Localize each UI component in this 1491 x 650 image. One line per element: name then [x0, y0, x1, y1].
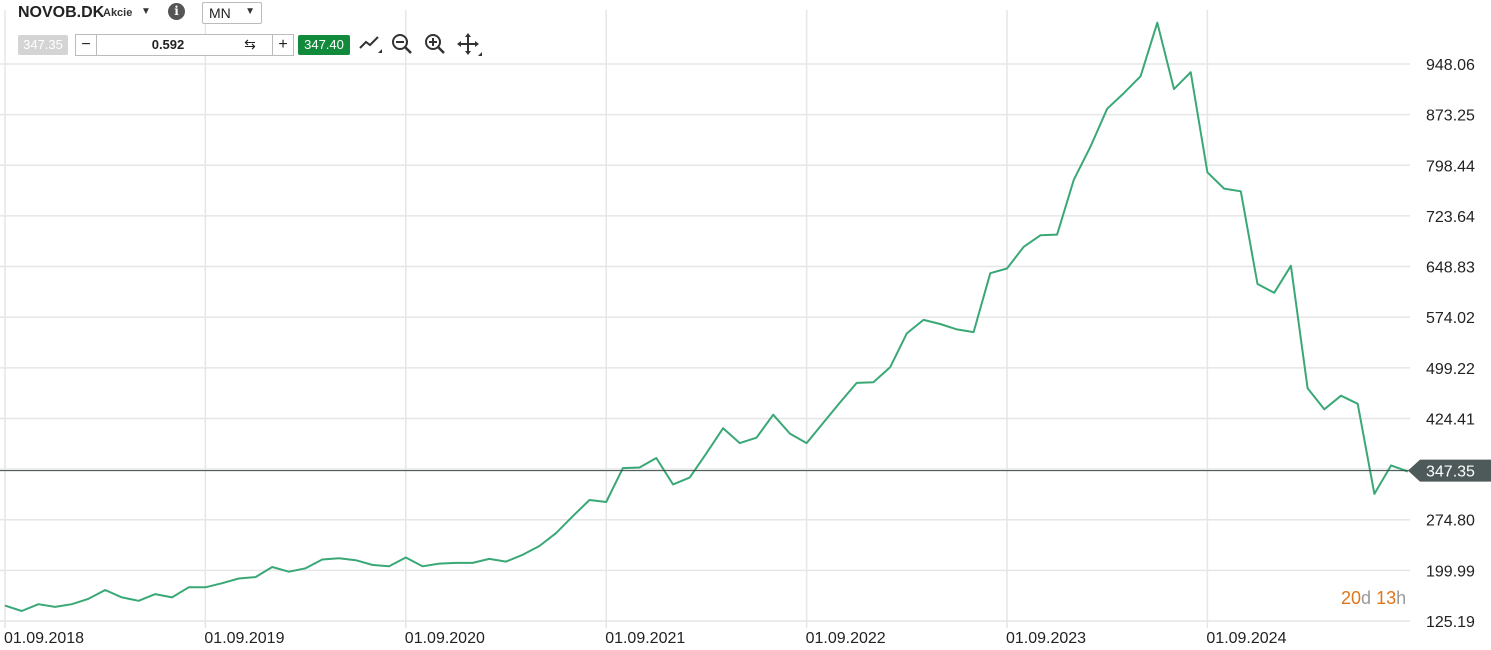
countdown-hours-unit: h: [1396, 588, 1407, 608]
current-price-tag: [1408, 459, 1491, 482]
y-tick-label: 873.25: [1426, 108, 1475, 125]
y-tick-label: 499.22: [1426, 361, 1475, 378]
bid-price[interactable]: 347.35: [18, 35, 68, 55]
x-tick-label: 01.09.2020: [405, 630, 485, 647]
quantity-input[interactable]: 0.592: [151, 37, 185, 52]
countdown-days: 20: [1341, 588, 1362, 608]
y-tick-label: 723.64: [1426, 209, 1475, 226]
info-icon[interactable]: i: [168, 3, 185, 20]
y-tick-label: 648.83: [1426, 260, 1475, 277]
increment-button[interactable]: +: [272, 35, 293, 55]
countdown-hours: 13: [1376, 588, 1397, 608]
ask-price[interactable]: 347.40: [298, 35, 350, 55]
y-axis: 948.06 873.25 798.44 723.64 648.83 574.02 499.…: [1426, 57, 1475, 631]
y-tick-label: 125.19: [1426, 614, 1475, 631]
price-series-line: [4, 21, 1409, 612]
x-tick-label: 01.09.2018: [4, 630, 84, 647]
x-tick-label: 01.09.2023: [1006, 630, 1086, 647]
countdown-days-unit: d: [1361, 588, 1372, 608]
symbol-name[interactable]: NOVOB.DK: [18, 4, 105, 21]
x-tick-label: 01.09.2024: [1206, 630, 1286, 647]
current-price-label: 347.35: [1426, 464, 1475, 481]
y-tick-label: 948.06: [1426, 57, 1475, 74]
chart-toolbar: NOVOB.DK Akcie ▼ i MN ▼ 347.35 − 0.592 ⇆…: [0, 0, 520, 62]
zoom-out-icon[interactable]: [390, 33, 414, 55]
line-chart-icon[interactable]: [358, 33, 382, 55]
y-tick-label: 798.44: [1426, 158, 1475, 175]
x-tick-label: 01.09.2019: [204, 630, 284, 647]
move-icon[interactable]: [456, 33, 482, 56]
y-tick-label: 274.80: [1426, 513, 1475, 530]
zoom-in-icon[interactable]: [423, 33, 447, 55]
x-tick-label: 01.09.2022: [806, 630, 886, 647]
swap-icon[interactable]: ⇆: [244, 36, 256, 52]
quantity-stepper[interactable]: − 0.592 ⇆ +: [75, 34, 294, 56]
chevron-down-icon: ▼: [245, 6, 255, 17]
y-tick-label: 199.99: [1426, 563, 1475, 580]
y-tick-label: 424.41: [1426, 411, 1475, 428]
interval-value: MN: [209, 5, 231, 21]
bar-countdown: 20d 13h: [1341, 588, 1406, 609]
symbol-type: Akcie: [103, 7, 133, 19]
current-price-layer: 347.35: [0, 459, 1491, 482]
x-tick-label: 01.09.2021: [605, 630, 685, 647]
y-tick-label: 574.02: [1426, 310, 1475, 327]
grid: [0, 10, 1410, 628]
caret-down-icon[interactable]: ▼: [141, 6, 151, 17]
interval-select[interactable]: MN ▼: [202, 2, 262, 24]
decrement-button[interactable]: −: [76, 35, 97, 55]
x-axis: 01.09.2018 01.09.2019 01.09.2020 01.09.2021…: [4, 630, 1287, 647]
series-layer: [4, 21, 1409, 612]
